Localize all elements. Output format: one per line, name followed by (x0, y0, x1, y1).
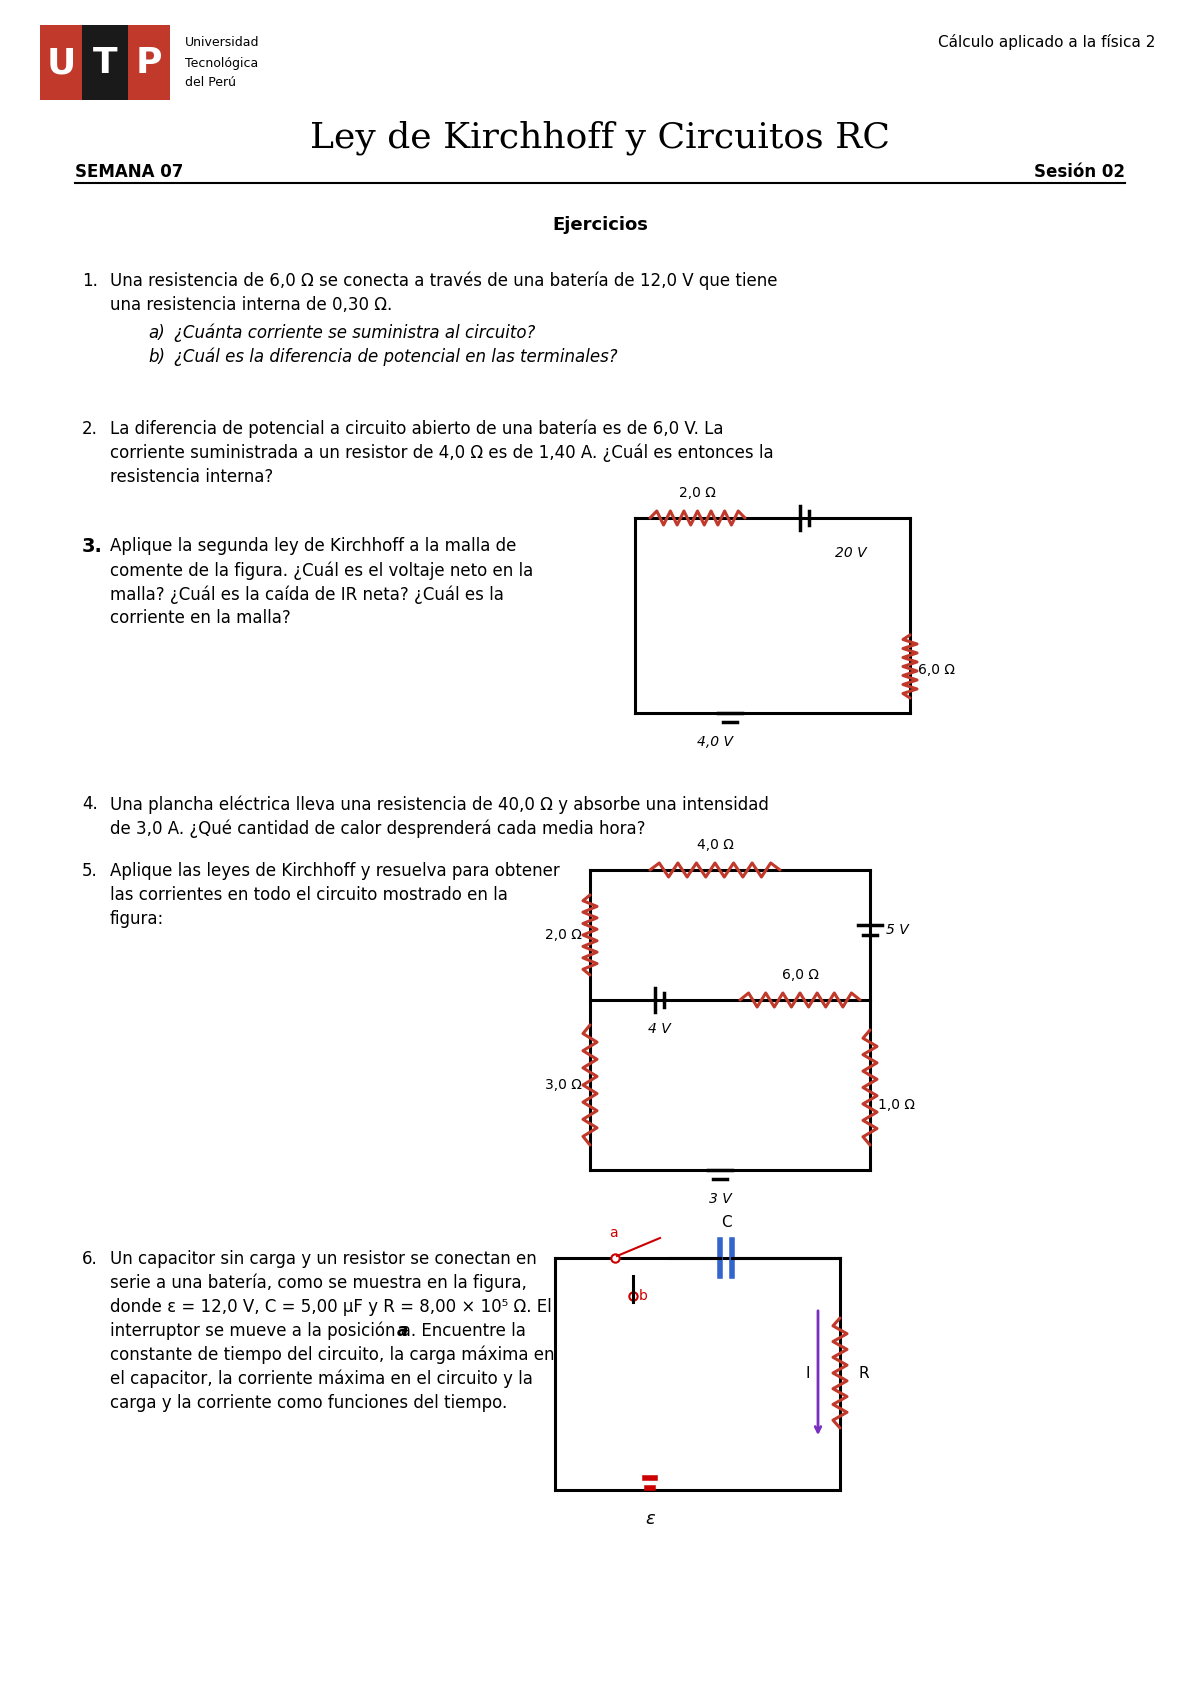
Text: Un capacitor sin carga y un resistor se conectan en: Un capacitor sin carga y un resistor se … (110, 1251, 536, 1268)
Text: 5 V: 5 V (886, 923, 908, 937)
Text: 6,0 Ω: 6,0 Ω (918, 664, 955, 677)
Text: R: R (858, 1366, 869, 1380)
Text: las corrientes en todo el circuito mostrado en la: las corrientes en todo el circuito mostr… (110, 886, 508, 905)
Text: Aplique las leyes de Kirchhoff y resuelva para obtener: Aplique las leyes de Kirchhoff y resuelv… (110, 862, 559, 881)
Text: Una resistencia de 6,0 Ω se conecta a través de una batería de 12,0 V que tiene: Una resistencia de 6,0 Ω se conecta a tr… (110, 272, 778, 290)
Text: Una plancha eléctrica lleva una resistencia de 40,0 Ω y absorbe una intensidad: Una plancha eléctrica lleva una resisten… (110, 794, 769, 813)
Text: constante de tiempo del circuito, la carga máxima en: constante de tiempo del circuito, la car… (110, 1346, 554, 1364)
Text: interruptor se mueve a la posición ​​​​​​​​​​​​​​​​​​​​​​​​​​​​​​​​​​​​​​​​​​​​​: interruptor se mueve a la posición ​​​​​… (110, 1322, 526, 1341)
Text: 2.: 2. (82, 419, 98, 438)
Text: I: I (805, 1366, 810, 1380)
Text: corriente en la malla?: corriente en la malla? (110, 609, 290, 626)
Text: resistencia interna?: resistencia interna? (110, 468, 274, 485)
Text: Sesión 02: Sesión 02 (1034, 163, 1126, 182)
Text: Cálculo aplicado a la física 2: Cálculo aplicado a la física 2 (937, 34, 1154, 49)
Text: La diferencia de potencial a circuito abierto de una batería es de 6,0 V. La: La diferencia de potencial a circuito ab… (110, 419, 724, 438)
Text: Tecnológica: Tecnológica (185, 56, 258, 70)
Text: Universidad: Universidad (185, 37, 259, 49)
Text: comente de la figura. ¿Cuál es el voltaje neto en la: comente de la figura. ¿Cuál es el voltaj… (110, 562, 533, 579)
Text: donde ε = 12,0 V, C = 5,00 μF y R = 8,00 × 10⁵ Ω. El: donde ε = 12,0 V, C = 5,00 μF y R = 8,00… (110, 1298, 552, 1315)
Text: 1.: 1. (82, 272, 98, 290)
Text: 5.: 5. (82, 862, 97, 881)
Text: a: a (397, 1322, 408, 1341)
Text: una resistencia interna de 0,30 Ω.: una resistencia interna de 0,30 Ω. (110, 295, 392, 314)
Text: 4.: 4. (82, 794, 97, 813)
Text: P: P (136, 46, 162, 80)
Text: 3 V: 3 V (709, 1191, 731, 1207)
Bar (40, 25, 170, 100)
Text: 4,0 Ω: 4,0 Ω (696, 838, 733, 852)
Bar (82, 25, 128, 100)
Text: ε: ε (646, 1510, 655, 1527)
Text: serie a una batería, como se muestra en la figura,: serie a una batería, como se muestra en … (110, 1274, 527, 1293)
Text: 4,0 V: 4,0 V (697, 735, 733, 748)
Text: Ley de Kirchhoff y Circuitos RC: Ley de Kirchhoff y Circuitos RC (310, 120, 890, 154)
Text: T: T (92, 46, 118, 80)
Text: Aplique la segunda ley de Kirchhoff a la malla de: Aplique la segunda ley de Kirchhoff a la… (110, 536, 516, 555)
Text: malla? ¿Cuál es la caída de IR neta? ¿Cuál es la: malla? ¿Cuál es la caída de IR neta? ¿Cu… (110, 585, 504, 604)
Text: 4 V: 4 V (648, 1022, 671, 1035)
Text: a): a) (148, 324, 164, 343)
Text: b): b) (148, 348, 166, 367)
Text: a: a (608, 1225, 617, 1241)
Text: 2,0 Ω: 2,0 Ω (678, 485, 715, 501)
Text: del Perú: del Perú (185, 76, 236, 90)
Text: carga y la corriente como funciones del tiempo.: carga y la corriente como funciones del … (110, 1393, 508, 1412)
Text: 20 V: 20 V (835, 546, 866, 560)
Text: ¿Cuál es la diferencia de potencial en las terminales?: ¿Cuál es la diferencia de potencial en l… (174, 348, 618, 367)
Text: 3,0 Ω: 3,0 Ω (545, 1078, 582, 1091)
Text: 6,0 Ω: 6,0 Ω (781, 967, 818, 983)
Text: b: b (640, 1290, 648, 1303)
Text: 3.: 3. (82, 536, 103, 557)
Text: Ejercicios: Ejercicios (552, 216, 648, 234)
Text: el capacitor, la corriente máxima en el circuito y la: el capacitor, la corriente máxima en el … (110, 1369, 533, 1388)
Text: de 3,0 A. ¿Qué cantidad de calor desprenderá cada media hora?: de 3,0 A. ¿Qué cantidad de calor despren… (110, 820, 646, 838)
Text: figura:: figura: (110, 910, 164, 928)
Text: C: C (721, 1215, 731, 1230)
Text: SEMANA 07: SEMANA 07 (74, 163, 184, 182)
Text: 1,0 Ω: 1,0 Ω (878, 1098, 916, 1112)
Text: 6.: 6. (82, 1251, 97, 1268)
Text: ¿Cuánta corriente se suministra al circuito?: ¿Cuánta corriente se suministra al circu… (174, 324, 535, 343)
Text: 2,0 Ω: 2,0 Ω (545, 928, 582, 942)
Text: U: U (47, 46, 76, 80)
Text: corriente suministrada a un resistor de 4,0 Ω es de 1,40 A. ¿Cuál es entonces la: corriente suministrada a un resistor de … (110, 445, 774, 463)
